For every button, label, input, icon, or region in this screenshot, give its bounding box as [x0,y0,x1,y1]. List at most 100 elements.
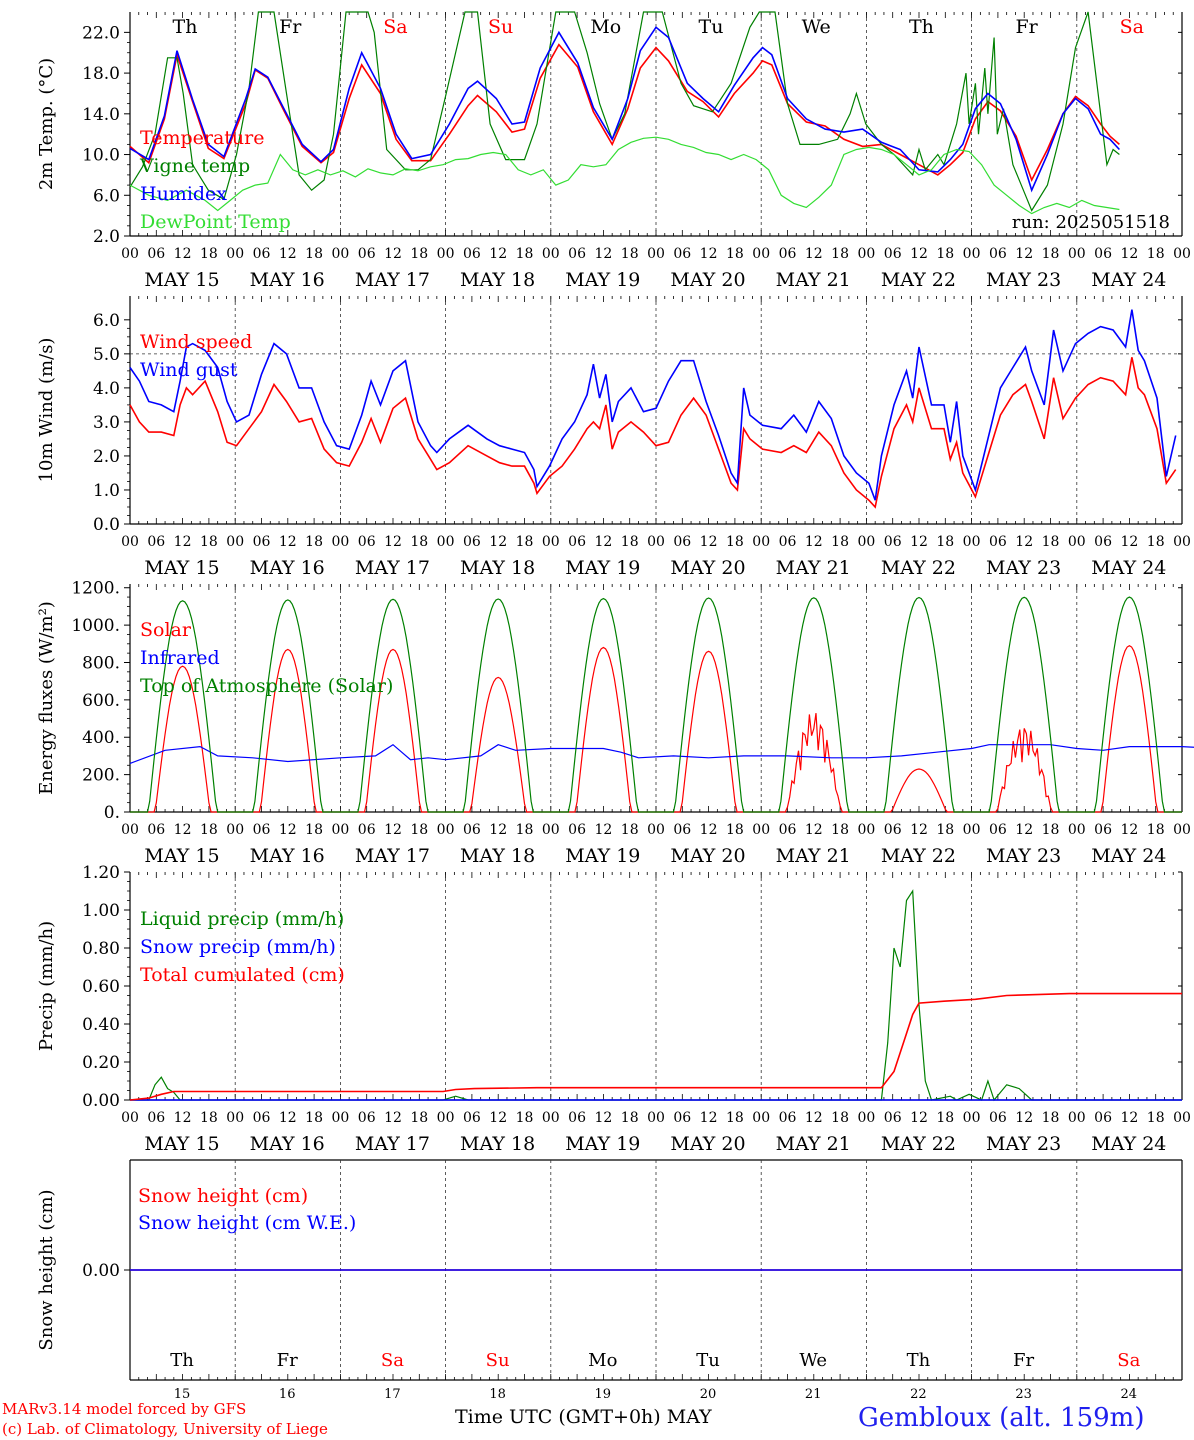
flux-hour-tick-label: 18 [831,822,849,838]
precip-legend-snow-precip-mm-h-: Snow precip (mm/h) [140,936,336,958]
temp-hour-tick-label: 18 [200,246,218,262]
precip-date-label: MAY 17 [355,1133,430,1155]
flux-hour-tick-label: 18 [1042,822,1060,838]
wind-hour-tick-label: 12 [700,534,718,550]
temp-hour-tick-label: 18 [831,246,849,262]
temp-y-tick-label: 2.0 [93,227,120,247]
flux-hour-tick-label: 18 [621,822,639,838]
day-number-label: 21 [805,1387,822,1402]
flux-date-label: MAY 17 [355,845,430,867]
precip-hour-tick-label: 18 [621,1110,639,1126]
flux-date-label: MAY 24 [1091,845,1166,867]
flux-hour-tick-label: 00 [226,822,244,838]
precip-hour-tick-label: 06 [673,1110,691,1126]
temp-hour-tick-label: 06 [253,246,271,262]
flux-hour-tick-label: 12 [174,822,192,838]
precip-hour-tick-label: 18 [410,1110,428,1126]
flux-hour-tick-label: 00 [647,822,665,838]
wind-hour-tick-label: 06 [463,534,481,550]
temp-hour-tick-label: 06 [463,246,481,262]
temp-hour-tick-label: 00 [542,246,560,262]
temp-hour-tick-label: 00 [226,246,244,262]
precip-hour-tick-label: 06 [779,1110,797,1126]
flux-hour-tick-label: 18 [410,822,428,838]
temp-hour-tick-label: 00 [121,246,139,262]
wind-hour-tick-label: 18 [831,534,849,550]
temp-hour-tick-label: 06 [147,246,165,262]
day-abbr-bottom: Tu [696,1350,720,1371]
temp-hour-tick-label: 00 [963,246,981,262]
flux-hour-tick-label: 06 [989,822,1007,838]
flux-hour-tick-label: 00 [857,822,875,838]
temp-y-axis-label: 2m Temp. (°C) [36,58,57,190]
day-number-label: 23 [1015,1387,1032,1402]
day-number-label: 18 [489,1387,506,1402]
flux-hour-tick-label: 06 [147,822,165,838]
precip-hour-tick-label: 06 [147,1110,165,1126]
wind-y-tick-label: 2.0 [93,447,120,467]
temp-hour-tick-label: 06 [884,246,902,262]
temp-series-temperature [129,43,1120,183]
flux-hour-tick-label: 18 [305,822,323,838]
precip-hour-tick-label: 12 [1015,1110,1033,1126]
day-abbr-bottom: Sa [1117,1350,1140,1371]
day-number-label: 19 [595,1387,612,1402]
precip-hour-tick-label: 06 [568,1110,586,1126]
wind-hour-tick-label: 18 [410,534,428,550]
precip-hour-tick-label: 06 [989,1110,1007,1126]
wind-hour-tick-label: 06 [884,534,902,550]
flux-y-tick-label: 1200. [71,579,120,599]
precip-y-tick-label: 0.00 [82,1091,120,1111]
temp-date-label: MAY 18 [460,269,535,291]
flux-hour-tick-label: 12 [1120,822,1138,838]
temp-legend-humidex: Humidex [140,183,227,205]
flux-y-tick-label: 600. [82,691,120,711]
temp-hour-tick-label: 06 [358,246,376,262]
precip-hour-tick-label: 00 [121,1110,139,1126]
precip-series-liquid-precip-mm-h- [130,889,1182,1102]
precip-y-tick-label: 1.20 [82,863,120,883]
wind-hour-tick-label: 00 [331,534,349,550]
wind-hour-tick-label: 00 [1173,534,1191,550]
flux-date-label: MAY 19 [565,845,640,867]
precip-date-label: MAY 20 [670,1133,745,1155]
footer-model-credit: MARv3.14 model forced by GFS [2,1400,247,1418]
wind-y-tick-label: 0.0 [93,515,120,535]
temp-hour-tick-label: 06 [568,246,586,262]
wind-hour-tick-label: 18 [621,534,639,550]
flux-hour-tick-label: 12 [279,822,297,838]
precip-date-label: MAY 22 [881,1133,956,1155]
precip-hour-tick-label: 00 [1068,1110,1086,1126]
flux-date-label: MAY 15 [144,845,219,867]
temp-hour-tick-label: 12 [1120,246,1138,262]
temp-hour-tick-label: 18 [305,246,323,262]
day-number-label: 15 [174,1387,191,1402]
temp-hour-tick-label: 00 [437,246,455,262]
precip-hour-tick-label: 18 [516,1110,534,1126]
day-abbr-top: Sa [1120,16,1144,38]
wind-series-wind-gust [129,309,1177,501]
precip-hour-tick-label: 06 [884,1110,902,1126]
temp-date-label: MAY 20 [670,269,745,291]
precip-hour-tick-label: 06 [1094,1110,1112,1126]
precip-hour-tick-label: 00 [331,1110,349,1126]
precip-date-label: MAY 24 [1091,1133,1166,1155]
temp-date-label: MAY 16 [250,269,325,291]
precip-date-label: MAY 21 [776,1133,851,1155]
footer-lab-credit: (c) Lab. of Climatology, University of L… [2,1420,328,1438]
day-abbr-top: Su [488,16,513,38]
wind-series-wind-speed [129,357,1177,509]
flux-hour-tick-label: 12 [594,822,612,838]
day-number-label: 24 [1121,1387,1138,1402]
flux-hour-tick-label: 00 [437,822,455,838]
wind-hour-tick-label: 18 [726,534,744,550]
temp-hour-tick-label: 18 [936,246,954,262]
flux-hour-tick-label: 18 [1147,822,1165,838]
temp-date-label: MAY 23 [986,269,1061,291]
temp-hour-tick-label: 12 [384,246,402,262]
wind-date-label: MAY 22 [881,557,956,579]
flux-hour-tick-label: 06 [779,822,797,838]
precip-hour-tick-label: 18 [831,1110,849,1126]
wind-hour-tick-label: 06 [779,534,797,550]
